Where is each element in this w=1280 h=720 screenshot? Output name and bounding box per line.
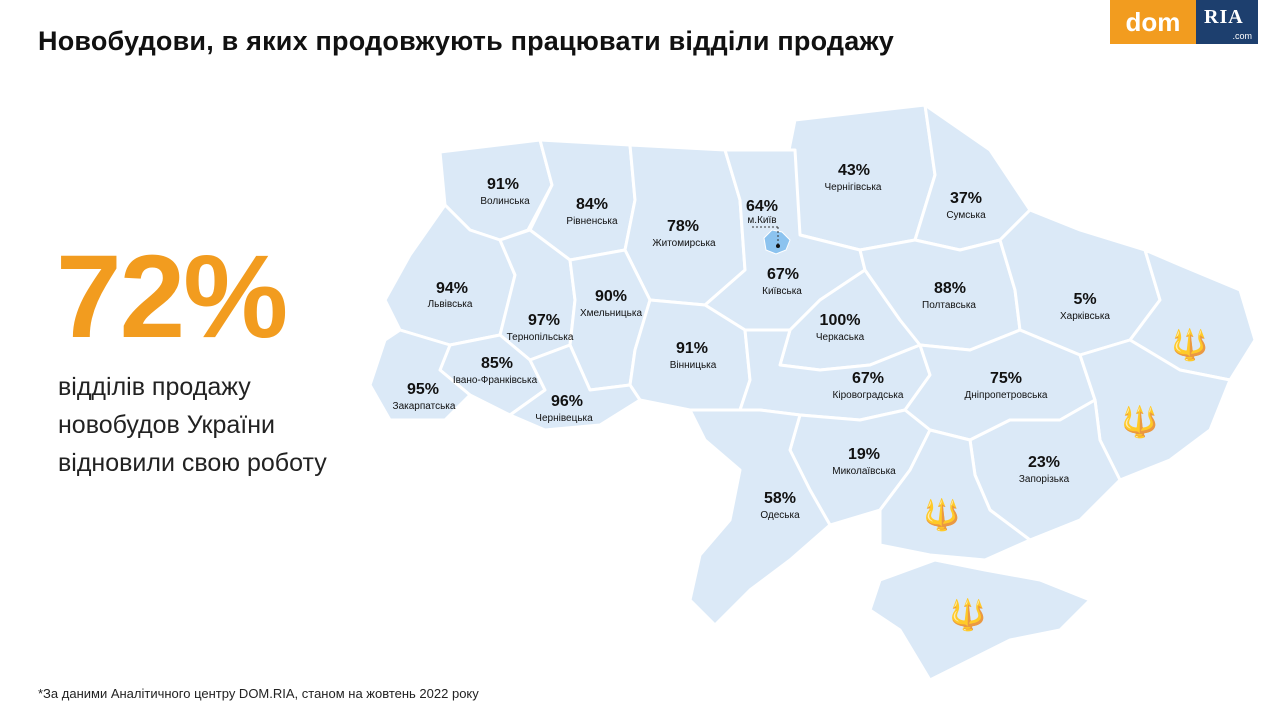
- logo-dom: dom: [1110, 0, 1196, 44]
- logo-ria: RIA .com: [1196, 0, 1258, 44]
- region-label: Закарпатська: [392, 401, 456, 412]
- kyiv-dot: [776, 244, 780, 248]
- region-pct: 91%: [675, 340, 709, 357]
- region-pct: 96%: [550, 393, 584, 410]
- region-pct: 100%: [819, 312, 861, 329]
- logo-ria-com: .com: [1232, 31, 1252, 41]
- region-label: Дніпропетровська: [964, 390, 1048, 401]
- region-label: Полтавська: [922, 300, 976, 311]
- region-label: м.Київ: [747, 215, 777, 226]
- trident-donetsk-icon: 🔱: [1121, 404, 1158, 439]
- region-odeska: [688, 408, 832, 627]
- headline-description: відділів продажу новобудов України відно…: [58, 368, 378, 482]
- region-label: Вінницька: [669, 360, 717, 371]
- page-title: Новобудови, в яких продовжують працювати…: [38, 26, 895, 56]
- region-pct: 91%: [486, 176, 520, 193]
- region-pct: 37%: [949, 190, 983, 207]
- region-pct: 75%: [989, 370, 1023, 387]
- region-label: Запорізька: [1018, 474, 1070, 485]
- region-label: Миколаївська: [832, 466, 896, 477]
- region-pct: 85%: [480, 355, 514, 372]
- source-footnote: *За даними Аналітичного центру DOM.RIA, …: [38, 686, 479, 701]
- headline-line: відновили свою роботу: [58, 449, 327, 477]
- logo-ria-text: RIA: [1204, 6, 1244, 28]
- region-label: Харківська: [1060, 311, 1110, 322]
- region-pct: 84%: [575, 196, 609, 213]
- region-pct: 64%: [745, 198, 779, 215]
- trident-kherson-icon: 🔱: [923, 497, 960, 532]
- region-pct: 78%: [666, 218, 700, 235]
- region-label: Київська: [762, 286, 802, 297]
- region-label: Кіровоградська: [832, 390, 904, 401]
- region-pct: 67%: [766, 266, 800, 283]
- region-label: Львівська: [427, 299, 473, 310]
- region-label: Чернігівська: [824, 182, 882, 193]
- region-pct: 97%: [527, 312, 561, 329]
- region-label: Рівненська: [566, 216, 618, 227]
- region-label: Хмельницька: [579, 308, 643, 319]
- dom-ria-logo[interactable]: dom RIA .com: [1110, 0, 1258, 46]
- headline-percentage: 72%: [56, 231, 288, 363]
- region-pct: 58%: [763, 490, 797, 507]
- region-pct: 88%: [933, 280, 967, 297]
- trident-crimea-icon: 🔱: [949, 597, 986, 632]
- region-pct: 95%: [406, 381, 440, 398]
- region-pct: 67%: [851, 370, 885, 387]
- region-label: Одеська: [760, 510, 800, 521]
- region-zakarpatska: [368, 328, 472, 422]
- region-label: Житомирська: [652, 238, 716, 249]
- region-pct: 23%: [1027, 454, 1061, 471]
- region-pct: 90%: [594, 288, 628, 305]
- region-label: Сумська: [946, 210, 986, 221]
- region-label: Івано-Франківська: [452, 375, 538, 386]
- region-label: Волинська: [480, 196, 530, 207]
- kyiv-city-shape: [763, 229, 791, 255]
- region-label: Чернівецька: [535, 413, 593, 424]
- region-chernivetska: [508, 343, 642, 432]
- region-pct: 5%: [1073, 291, 1097, 308]
- region-khersonska: [878, 428, 1032, 562]
- region-pct: 19%: [847, 446, 881, 463]
- headline-line: відділів продажу: [58, 373, 251, 401]
- region-label: Тернопільська: [506, 332, 574, 343]
- region-crimea: [868, 558, 1092, 682]
- region-pct: 43%: [837, 162, 871, 179]
- region-pct: 94%: [435, 280, 469, 297]
- headline-line: новобудов України: [58, 411, 275, 439]
- trident-luhansk-icon: 🔱: [1171, 327, 1208, 362]
- region-label: Черкаська: [815, 332, 865, 343]
